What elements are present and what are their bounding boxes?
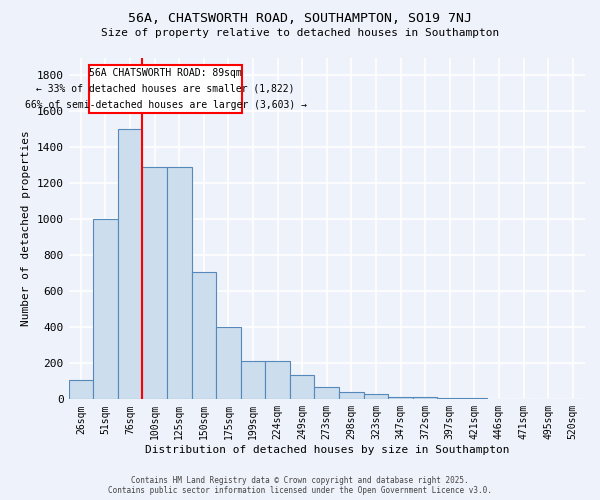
Bar <box>167 167 191 400</box>
Bar <box>413 396 437 400</box>
Bar <box>462 398 487 400</box>
Bar <box>89 64 242 114</box>
Text: Contains HM Land Registry data © Crown copyright and database right 2025.
Contai: Contains HM Land Registry data © Crown c… <box>108 476 492 495</box>
Text: 56A CHATSWORTH ROAD: 89sqm
← 33% of detached houses are smaller (1,822)
66% of s: 56A CHATSWORTH ROAD: 89sqm ← 33% of deta… <box>25 68 307 110</box>
Bar <box>339 392 364 400</box>
Bar <box>487 399 511 400</box>
Bar <box>314 386 339 400</box>
Bar <box>142 167 167 400</box>
Bar <box>93 220 118 400</box>
Bar <box>511 399 536 400</box>
Text: Size of property relative to detached houses in Southampton: Size of property relative to detached ho… <box>101 28 499 38</box>
X-axis label: Distribution of detached houses by size in Southampton: Distribution of detached houses by size … <box>145 445 509 455</box>
Bar <box>265 360 290 400</box>
Bar <box>191 272 216 400</box>
Text: 56A, CHATSWORTH ROAD, SOUTHAMPTON, SO19 7NJ: 56A, CHATSWORTH ROAD, SOUTHAMPTON, SO19 … <box>128 12 472 26</box>
Bar <box>68 380 93 400</box>
Bar <box>536 399 560 400</box>
Bar <box>290 375 314 400</box>
Y-axis label: Number of detached properties: Number of detached properties <box>21 130 31 326</box>
Bar <box>560 399 585 400</box>
Bar <box>216 328 241 400</box>
Bar <box>118 130 142 400</box>
Bar <box>241 360 265 400</box>
Bar <box>437 398 462 400</box>
Bar <box>388 396 413 400</box>
Bar <box>364 394 388 400</box>
